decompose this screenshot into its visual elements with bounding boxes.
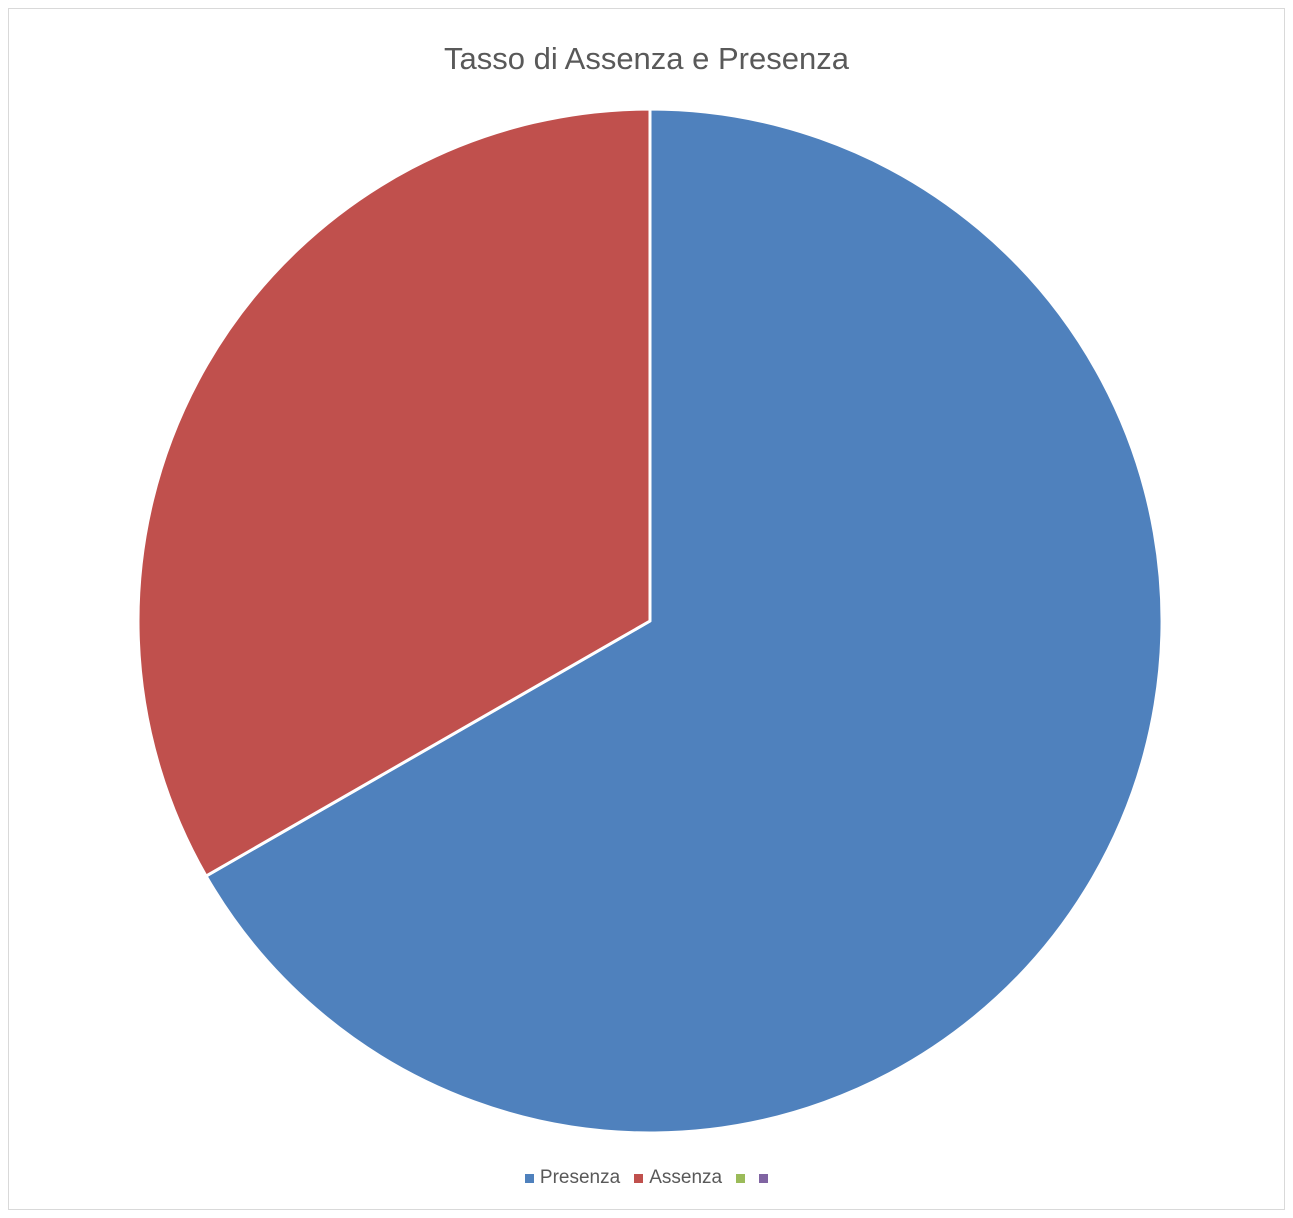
pie-slice-assenza	[136, 107, 652, 878]
legend-swatch	[634, 1173, 644, 1183]
legend-swatch	[759, 1173, 769, 1183]
legend: Presenza Assenza	[0, 1167, 1293, 1189]
pie-slice-presenza	[204, 107, 1164, 1135]
legend-item-assenza: Assenza	[634, 1167, 722, 1189]
legend-item-series-4	[759, 1173, 769, 1183]
legend-swatch	[736, 1173, 746, 1183]
legend-label: Presenza	[539, 1167, 621, 1188]
legend-label: Assenza	[649, 1167, 723, 1188]
legend-item-series-3	[736, 1173, 746, 1183]
chart-title: Tasso di Assenza e Presenza	[444, 41, 849, 76]
legend-item-presenza: Presenza	[524, 1167, 621, 1189]
legend-swatch	[524, 1173, 534, 1183]
